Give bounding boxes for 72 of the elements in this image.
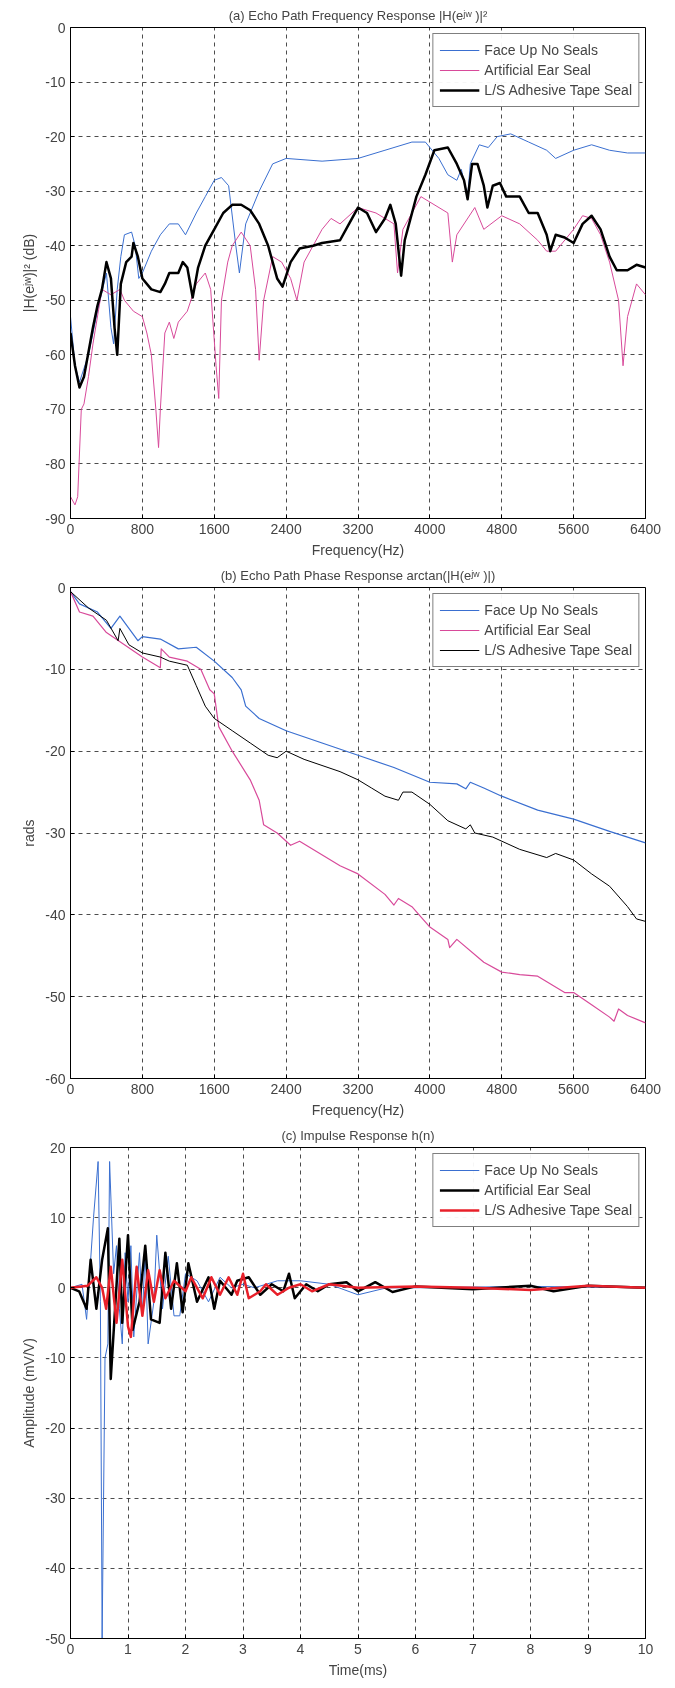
y-tick-label: 0 bbox=[57, 1279, 66, 1296]
x-tick-label: 800 bbox=[130, 520, 155, 537]
y-tick-label: -60 bbox=[45, 346, 66, 363]
y-tick-label: -30 bbox=[45, 825, 66, 841]
line-series bbox=[70, 196, 646, 506]
x-tick-label: 1600 bbox=[198, 520, 231, 537]
y-axis-title: |H(eʲʷ)|² (dB) bbox=[21, 233, 38, 313]
y-tick-label: 20 bbox=[49, 1139, 66, 1156]
x-axis-title: Frequency(Hz) bbox=[311, 541, 405, 558]
y-tick-label: -20 bbox=[45, 743, 66, 760]
x-tick-label: 4000 bbox=[414, 1080, 446, 1097]
x-tick-label: 6 bbox=[411, 1640, 420, 1657]
y-tick-label: -70 bbox=[45, 401, 66, 418]
chart-title: (c) Impulse Response h(n) bbox=[281, 1127, 435, 1143]
y-tick-label: 0 bbox=[57, 19, 66, 36]
y-tick-label: -30 bbox=[45, 1490, 66, 1507]
x-tick-label: 5600 bbox=[558, 1080, 590, 1097]
x-tick-label: 3200 bbox=[342, 520, 374, 537]
x-tick-label: 2 bbox=[181, 1640, 190, 1657]
x-tick-label: 3200 bbox=[342, 1080, 374, 1097]
y-tick-label: -20 bbox=[45, 128, 66, 145]
y-tick-label: -40 bbox=[45, 237, 66, 254]
x-tick-label: 8 bbox=[526, 1640, 535, 1657]
x-tick-label: 5600 bbox=[558, 520, 590, 537]
x-tick-label: 6400 bbox=[629, 520, 662, 537]
x-tick-label: 9 bbox=[584, 1640, 593, 1657]
x-axis-title: Time(ms) bbox=[328, 1661, 388, 1678]
x-tick-label: 800 bbox=[130, 1080, 155, 1097]
y-tick-label: -80 bbox=[45, 455, 66, 472]
y-axis-title: rads bbox=[21, 819, 38, 847]
legend-label: L/S Adhesive Tape Seal bbox=[484, 1202, 632, 1218]
y-tick-label: -40 bbox=[45, 906, 66, 923]
y-tick-label: 0 bbox=[57, 579, 66, 596]
line-series bbox=[70, 590, 646, 1024]
legend-label: Artificial Ear Seal bbox=[484, 1182, 591, 1198]
chart-title: (b) Echo Path Phase Response arctan(|H(eʲʷ )|) bbox=[220, 567, 496, 583]
legend-label: L/S Adhesive Tape Seal bbox=[484, 82, 632, 98]
x-tick-label: 4000 bbox=[414, 520, 446, 537]
y-tick-label: -40 bbox=[45, 1560, 66, 1577]
x-tick-label: 10 bbox=[637, 1640, 654, 1657]
x-axis-title: Frequency(Hz) bbox=[311, 1101, 405, 1118]
y-tick-label: -90 bbox=[45, 510, 66, 527]
legend-label: Artificial Ear Seal bbox=[484, 622, 591, 638]
x-tick-label: 1 bbox=[124, 1640, 133, 1657]
x-tick-label: 5 bbox=[354, 1640, 363, 1657]
legend-label: Face Up No Seals bbox=[484, 1162, 598, 1178]
chart-title: (a) Echo Path Frequency Response |H(eʲʷ )|² bbox=[228, 7, 488, 23]
line-series bbox=[70, 1258, 646, 1339]
x-tick-label: 7 bbox=[469, 1640, 478, 1657]
x-tick-label: 3 bbox=[239, 1640, 248, 1657]
y-tick-label: 10 bbox=[49, 1209, 66, 1226]
legend-label: Face Up No Seals bbox=[484, 602, 598, 618]
x-tick-label: 6400 bbox=[629, 1080, 662, 1097]
y-tick-label: -10 bbox=[45, 74, 66, 91]
x-tick-label: 2400 bbox=[270, 1080, 302, 1097]
y-tick-label: -10 bbox=[45, 1349, 66, 1366]
x-tick-label: 2400 bbox=[270, 520, 302, 537]
y-tick-label: -50 bbox=[45, 292, 66, 309]
y-tick-label: -30 bbox=[45, 183, 66, 200]
y-tick-label: -10 bbox=[45, 661, 66, 678]
y-tick-label: -50 bbox=[45, 988, 66, 1005]
legend-label: Artificial Ear Seal bbox=[484, 62, 591, 78]
legend-label: Face Up No Seals bbox=[484, 42, 598, 58]
x-tick-label: 4800 bbox=[486, 1080, 518, 1097]
x-tick-label: 4 bbox=[296, 1640, 305, 1657]
y-tick-label: -50 bbox=[45, 1630, 66, 1647]
y-tick-label: -20 bbox=[45, 1420, 66, 1437]
y-axis-title: Amplitude (mV/V) bbox=[21, 1338, 38, 1448]
y-tick-label: -60 bbox=[45, 1070, 66, 1087]
x-tick-label: 4800 bbox=[486, 520, 518, 537]
legend-label: L/S Adhesive Tape Seal bbox=[484, 642, 632, 658]
x-tick-label: 1600 bbox=[198, 1080, 231, 1097]
